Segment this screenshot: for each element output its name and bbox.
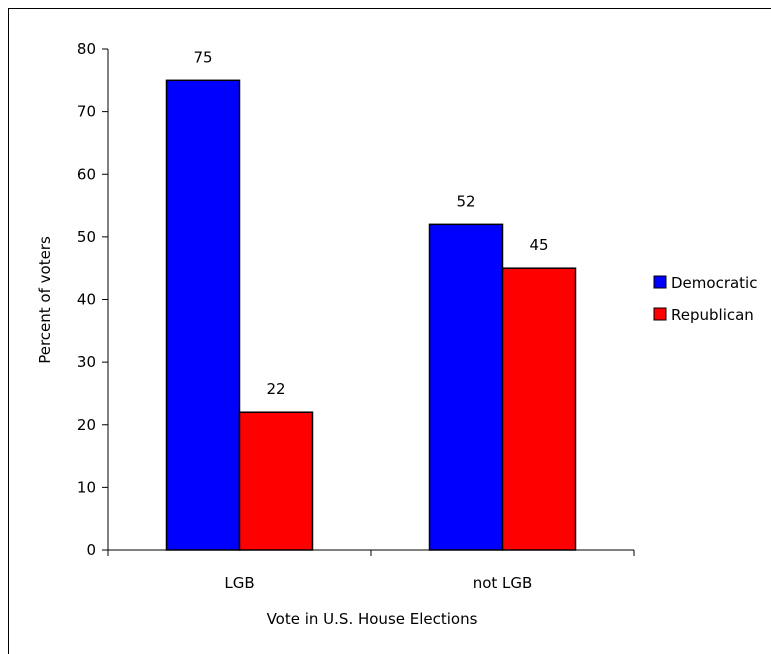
data-label: 45 — [529, 236, 548, 254]
bar-republican-not-lgb — [501, 267, 577, 551]
y-tick-label: 40 — [77, 291, 96, 309]
legend: Democratic Republican — [653, 274, 757, 324]
y-tick-label: 50 — [77, 228, 96, 246]
y-tick-label: 80 — [77, 40, 96, 58]
y-tick-label: 20 — [77, 416, 96, 434]
data-label: 75 — [193, 48, 212, 66]
data-label: 22 — [266, 380, 285, 398]
bar-democratic-lgb — [165, 79, 241, 551]
labels-layer: 75 22 LGB 52 45 not LGB 0 10 20 30 40 50 60 70 80 — [77, 40, 549, 592]
y-axis-label: Percent of voters — [36, 236, 54, 364]
bar-republican-lgb — [238, 411, 314, 551]
y-tick-label: 0 — [86, 541, 96, 559]
x-tick-label: not LGB — [473, 574, 533, 592]
bars-layer — [165, 79, 577, 551]
data-label: 52 — [456, 192, 475, 210]
y-tick-label: 10 — [77, 478, 96, 496]
legend-label-democratic: Democratic — [671, 274, 757, 292]
axes-layer — [102, 48, 635, 556]
x-axis-label: Vote in U.S. House Elections — [267, 610, 478, 628]
chart-frame — [8, 8, 771, 654]
legend-label-republican: Republican — [671, 306, 754, 324]
legend-swatch-republican — [653, 307, 667, 321]
bar-democratic-not-lgb — [428, 223, 504, 551]
legend-swatch-democratic — [653, 275, 667, 289]
y-tick-label: 60 — [77, 165, 96, 183]
x-tick-label: LGB — [224, 574, 254, 592]
y-tick-label: 30 — [77, 353, 96, 371]
y-tick-label: 70 — [77, 103, 96, 121]
